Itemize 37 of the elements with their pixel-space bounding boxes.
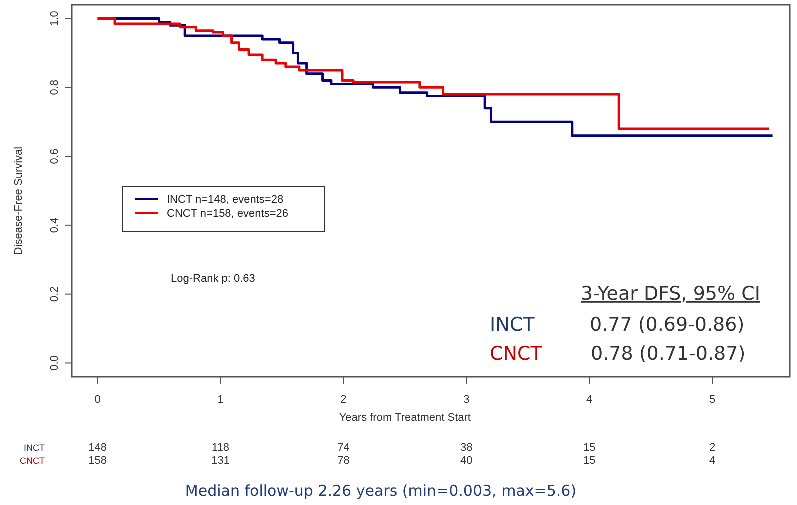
annotation: 0.77 (0.69-0.86) xyxy=(590,314,745,336)
text: 15 xyxy=(583,455,596,467)
y-tick-label: 0.4 xyxy=(49,218,61,234)
x-tick-label: 0 xyxy=(94,394,101,406)
text: 4 xyxy=(709,455,716,467)
y-tick-label: 0.2 xyxy=(49,286,61,302)
x-tick-label: 5 xyxy=(709,394,716,406)
y-tick-label: 0.6 xyxy=(49,148,61,164)
x-tick-label: 4 xyxy=(586,394,593,406)
text: 131 xyxy=(212,455,230,467)
y-axis-title: Disease-Free Survival xyxy=(13,146,25,256)
text: CNCT xyxy=(20,456,46,466)
text: 38 xyxy=(460,442,473,454)
text: 40 xyxy=(460,455,473,467)
annotation: INCT xyxy=(490,314,536,336)
x-tick-label: 2 xyxy=(340,394,347,406)
annotation: 3-Year DFS, 95% CI xyxy=(581,283,760,305)
text: 74 xyxy=(338,442,350,454)
annotation: Log-Rank p: 0.63 xyxy=(171,273,256,285)
text: 78 xyxy=(338,455,350,467)
legend-label: CNCT n=158, events=26 xyxy=(167,208,288,220)
text: INCT xyxy=(24,443,46,453)
text: 2 xyxy=(709,442,716,454)
text: Median follow-up 2.26 years (min=0.003, max=5.6) xyxy=(185,482,577,500)
y-tick-label: 0.0 xyxy=(49,356,61,371)
legend-label: INCT n=148, events=28 xyxy=(167,194,284,206)
text: 158 xyxy=(88,455,107,467)
text: 118 xyxy=(212,442,230,454)
text: 15 xyxy=(583,442,596,454)
annotation: 0.78 (0.71-0.87) xyxy=(591,343,746,365)
x-tick-label: 3 xyxy=(464,394,470,406)
x-tick-label: 1 xyxy=(218,394,224,406)
text: 148 xyxy=(88,442,107,454)
y-tick-label: 0.8 xyxy=(49,80,61,96)
annotation: CNCT xyxy=(490,343,543,365)
y-tick-label: 1.0 xyxy=(49,11,61,26)
x-axis-title: Years from Treatment Start xyxy=(339,412,472,424)
